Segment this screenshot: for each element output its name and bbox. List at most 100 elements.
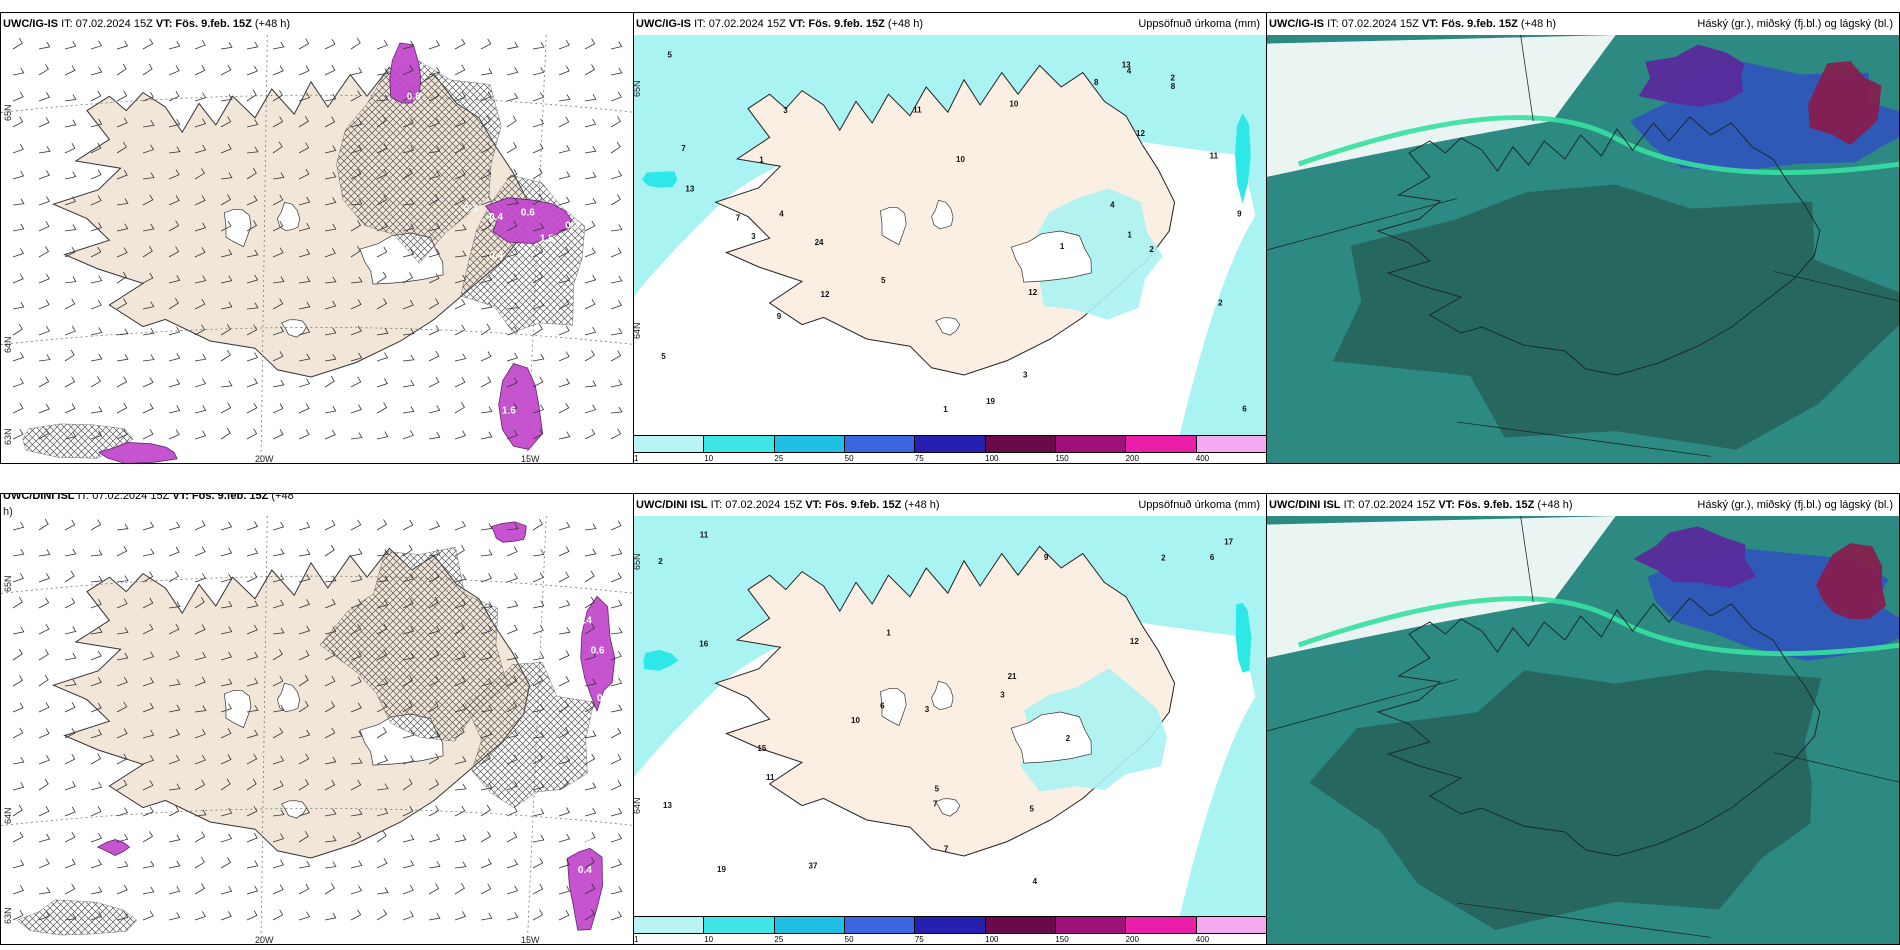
wind-barb	[220, 380, 233, 388]
wind-barb	[532, 323, 543, 336]
precip-value-label: 9	[1237, 209, 1242, 218]
wind-barb	[584, 730, 597, 739]
wind-barb	[506, 92, 519, 102]
wind-barb	[610, 41, 623, 50]
glacier-langjokull	[880, 206, 907, 246]
wind-barb	[376, 857, 388, 869]
wind-barb	[298, 911, 311, 921]
wind-barb	[480, 704, 493, 713]
wind-barb	[116, 575, 129, 583]
field-description: Uppsöfnuð úrkoma (mm)	[1138, 499, 1260, 511]
colorbar-segment	[634, 917, 705, 933]
wind-barb	[220, 521, 233, 531]
wind-barb	[558, 521, 571, 531]
wind-barb	[116, 271, 127, 284]
wind-barb	[402, 700, 413, 713]
precip-value-label: 6	[880, 701, 885, 710]
wind-barb	[64, 570, 75, 583]
wind-barb	[376, 298, 388, 310]
wind-barb	[246, 195, 258, 206]
wind-barb	[350, 676, 362, 687]
wind-barb	[142, 91, 154, 102]
wind-barb	[350, 67, 363, 76]
wind-barb	[350, 574, 363, 583]
wind-barb	[532, 781, 545, 791]
wind-barb	[584, 700, 595, 713]
wind-barb	[506, 302, 519, 310]
wind-barb	[168, 623, 180, 635]
wind-value-labels: 0.4 0.6 0.3 3.1 0.3 0.4 0.4	[578, 616, 633, 876]
wind-barb	[12, 143, 24, 154]
wind-barb	[532, 518, 543, 531]
lat-label-64n: 64N	[3, 807, 13, 824]
wind-barb	[324, 861, 337, 869]
wind-barb	[272, 41, 285, 50]
wind-barb	[142, 886, 155, 895]
wind-barb	[246, 167, 257, 180]
wind-barb	[428, 779, 440, 791]
wind-barb	[142, 910, 154, 921]
wind-barb	[324, 883, 335, 895]
wind-barb	[558, 675, 570, 687]
wind-barb	[12, 403, 24, 414]
glacier-vatnajokull	[1010, 711, 1092, 764]
wind-barb	[246, 274, 259, 284]
precip-value-label: 1	[1127, 230, 1132, 239]
cloud-front-line	[1297, 596, 1899, 657]
wind-barb	[532, 300, 545, 310]
wind-barb	[610, 627, 623, 635]
wind-barb	[90, 195, 102, 206]
wind-barb	[38, 549, 51, 557]
wind-barb	[532, 246, 544, 258]
wind-barb	[480, 652, 493, 661]
wind-barb	[480, 195, 492, 206]
glacier-langjokull	[223, 208, 252, 248]
wind-barb	[168, 860, 181, 869]
cloud-clear-strip	[1267, 516, 1616, 658]
wind-barb	[350, 623, 362, 635]
wind-barb	[558, 145, 571, 154]
wind-barb	[350, 144, 363, 154]
wind-barb	[376, 649, 388, 661]
precip-value-label: 11	[700, 530, 709, 539]
precip-value-label: 13	[1122, 60, 1131, 69]
precip-value-label: 1	[943, 405, 948, 414]
precip-value-label: 5	[935, 785, 940, 794]
precip-value-label: 1	[886, 629, 891, 638]
wind-barb	[12, 352, 24, 362]
valid-time: VT: Fös. 9.feb. 15Z	[172, 493, 269, 502]
hatch-area	[336, 60, 502, 264]
wind-barb	[402, 406, 415, 414]
wind-barb	[38, 833, 51, 843]
wind-barb	[64, 652, 77, 661]
wind-barb	[324, 519, 336, 531]
wind-barb	[298, 378, 311, 388]
wind-barb	[506, 624, 518, 635]
precip-value-label: 11	[913, 105, 922, 114]
wind-barb	[376, 271, 387, 284]
wind-barb	[610, 600, 623, 609]
wind-barb	[532, 67, 545, 76]
init-time: IT: 07.02.2024 15Z	[694, 18, 786, 30]
wind-barb	[480, 573, 492, 583]
wind-barb	[142, 623, 154, 635]
wind-barb	[90, 142, 102, 154]
wind-barb	[272, 809, 285, 817]
wind-barb	[194, 222, 207, 232]
wind-barb	[38, 910, 50, 921]
wind-barb	[428, 805, 440, 817]
wind-barb	[376, 168, 388, 180]
precip-value-label: 11	[766, 773, 775, 782]
wind-value-label: 0.6	[521, 208, 535, 219]
wind-barb	[168, 570, 179, 583]
wind-barb	[480, 912, 493, 921]
wind-barb	[64, 94, 77, 102]
wind-barb	[12, 301, 25, 310]
lead-time: (+48 h)	[1537, 499, 1573, 511]
precip-value-label: 3	[783, 106, 788, 115]
wind-barb	[12, 831, 24, 843]
wind-barb	[454, 651, 466, 661]
wind-barb	[142, 755, 154, 765]
wind-barb	[350, 650, 362, 661]
